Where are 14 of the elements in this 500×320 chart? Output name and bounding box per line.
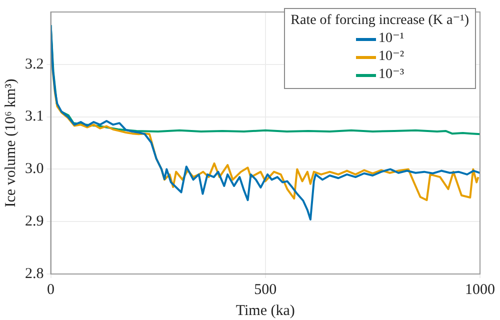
legend-label: 10⁻² (378, 48, 404, 66)
x-tick-label: 500 (254, 282, 277, 298)
y-axis-title: Ice volume (10⁶ km³) (2, 78, 19, 208)
y-tick-label: 2.9 (25, 214, 44, 230)
y-tick-label: 3.2 (25, 56, 44, 72)
x-tick-label: 1000 (465, 282, 495, 298)
y-tick-label: 3.1 (25, 108, 44, 125)
legend-label: 10⁻³ (378, 66, 404, 84)
legend-label: 10⁻¹ (378, 30, 404, 48)
x-axis-title: Time (ka) (236, 302, 295, 319)
y-tick-label: 3.0 (25, 161, 44, 178)
y-tick-label: 2.8 (25, 266, 44, 282)
x-tick-label: 0 (47, 282, 54, 298)
legend-title: Rate of forcing increase (K a⁻¹) (290, 12, 469, 30)
